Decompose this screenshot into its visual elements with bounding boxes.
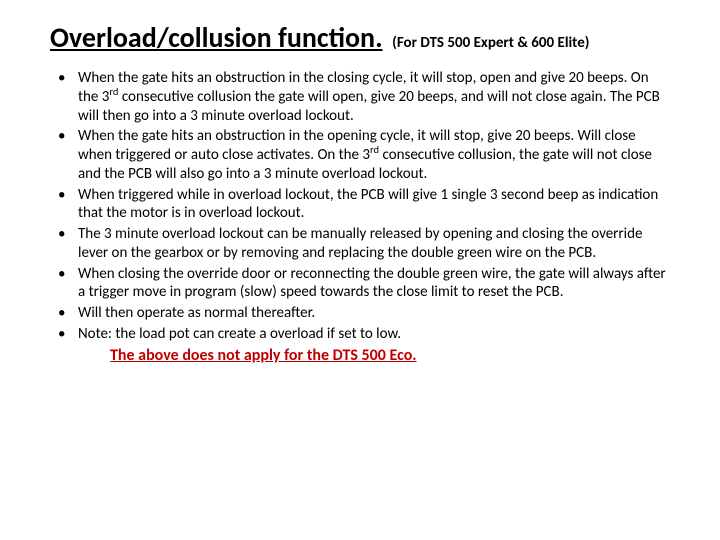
bullet-text-pre: Note: the load pot can create a overload… xyxy=(78,325,401,343)
bullet-text-pre: Will then operate as normal thereafter. xyxy=(78,304,315,322)
slide-subtitle: (For DTS 500 Expert & 600 Elite) xyxy=(392,34,589,52)
bullet-text-post: consecutive collusion the gate will open… xyxy=(78,88,660,125)
list-item: When closing the override door or reconn… xyxy=(50,265,670,303)
slide-container: Overload/collusion function. (For DTS 50… xyxy=(0,0,720,385)
list-item: When the gate hits an obstruction in the… xyxy=(50,127,670,183)
list-item: Will then operate as normal thereafter. xyxy=(50,304,670,323)
bullet-text-pre: When triggered while in overload lockout… xyxy=(78,186,658,223)
bullet-text-pre: The 3 minute overload lockout can be man… xyxy=(78,225,642,262)
title-row: Overload/collusion function. (For DTS 50… xyxy=(50,20,680,55)
list-item: When triggered while in overload lockout… xyxy=(50,186,670,224)
list-item: Note: the load pot can create a overload… xyxy=(50,325,670,344)
bullet-list: When the gate hits an obstruction in the… xyxy=(50,69,670,344)
list-item: The 3 minute overload lockout can be man… xyxy=(50,225,670,263)
bullet-text-sup: rd xyxy=(370,143,379,156)
slide-title: Overload/collusion function. xyxy=(50,20,383,55)
footer-note: The above does not apply for the DTS 500… xyxy=(110,346,680,365)
bullet-text-pre: When closing the override door or reconn… xyxy=(78,265,666,302)
list-item: When the gate hits an obstruction in the… xyxy=(50,69,670,125)
